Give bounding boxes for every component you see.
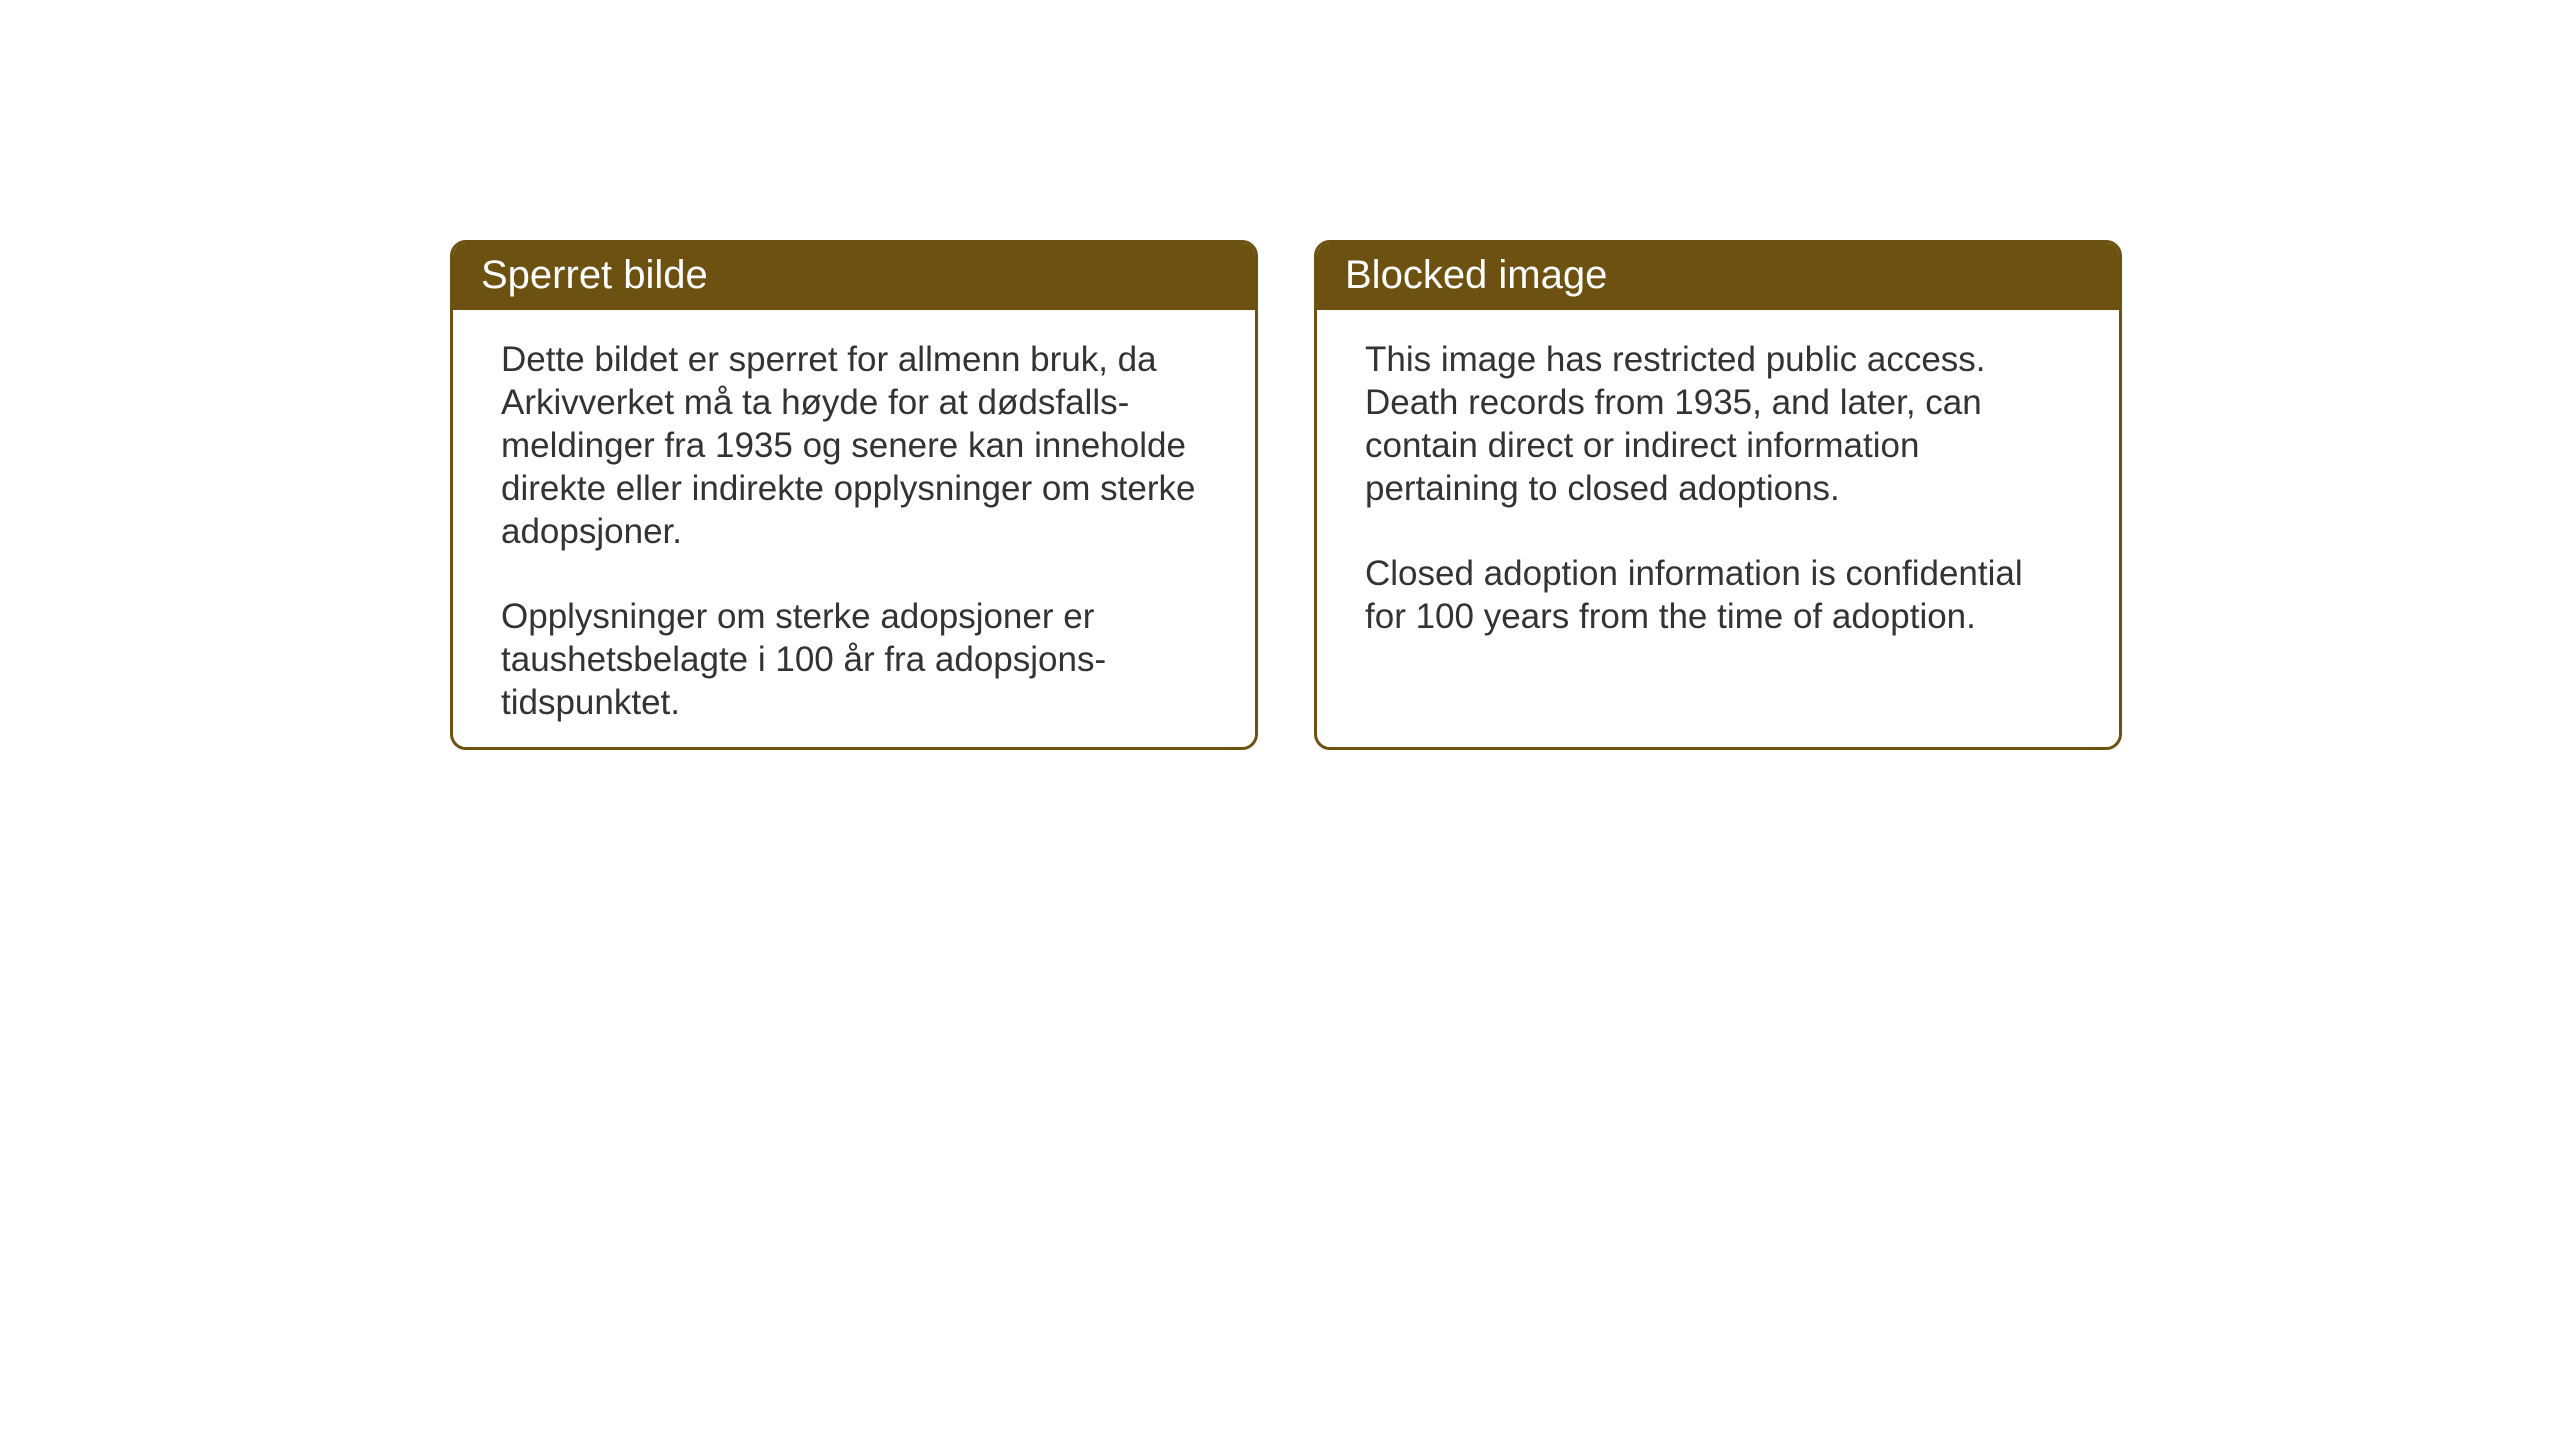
notice-header-norwegian: Sperret bilde [453, 243, 1255, 310]
notice-card-english: Blocked image This image has restricted … [1314, 240, 2122, 750]
notice-paragraph-2-english: Closed adoption information is confident… [1365, 552, 2071, 638]
notice-body-norwegian: Dette bildet er sperret for allmenn bruk… [453, 310, 1255, 750]
notice-title-norwegian: Sperret bilde [481, 253, 708, 297]
notice-card-norwegian: Sperret bilde Dette bildet er sperret fo… [450, 240, 1258, 750]
notice-paragraph-1-norwegian: Dette bildet er sperret for allmenn bruk… [501, 338, 1207, 553]
notice-title-english: Blocked image [1345, 253, 1607, 297]
notice-paragraph-1-english: This image has restricted public access.… [1365, 338, 2071, 510]
notice-header-english: Blocked image [1317, 243, 2119, 310]
notice-body-english: This image has restricted public access.… [1317, 310, 2119, 674]
notice-container: Sperret bilde Dette bildet er sperret fo… [450, 240, 2122, 750]
notice-paragraph-2-norwegian: Opplysninger om sterke adopsjoner er tau… [501, 595, 1207, 724]
